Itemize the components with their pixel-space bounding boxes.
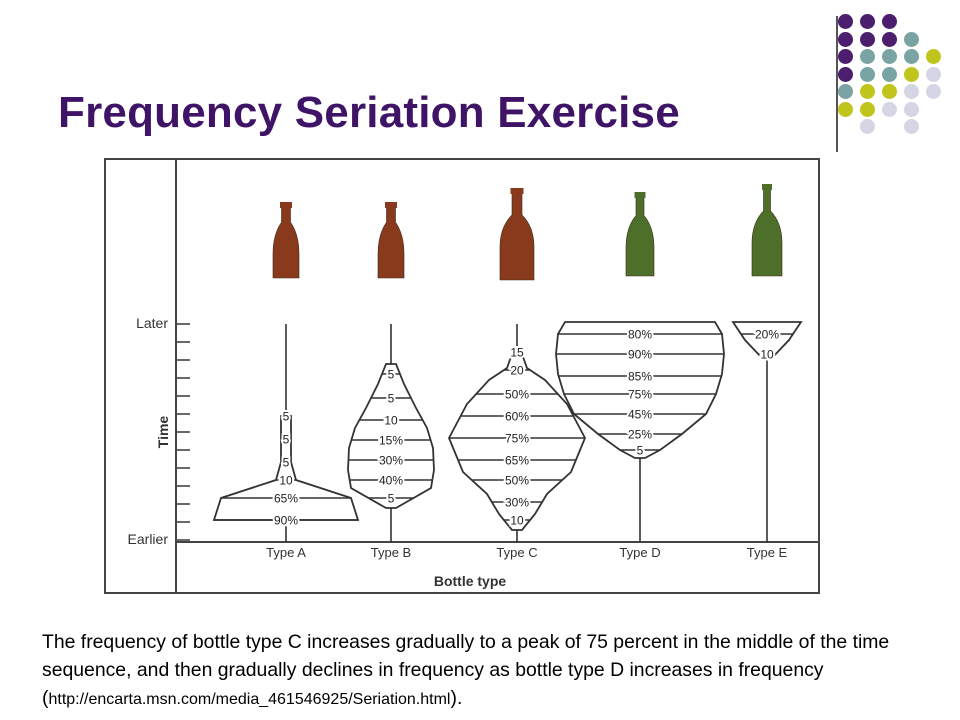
type-label-type-a: Type A: [266, 545, 306, 560]
frequency-shape-type-b: 5 5 10 15% 30% 40% 5: [347, 324, 435, 542]
decorative-dot: [860, 31, 875, 47]
frequency-band-label: 5: [283, 410, 290, 424]
decorative-dot: [904, 119, 919, 134]
frequency-band-label: 30%: [505, 496, 529, 510]
frequency-outline: [555, 321, 725, 459]
decorative-dot: [838, 101, 853, 117]
frequency-band-label: 15: [510, 346, 524, 360]
bottle-lip: [634, 192, 646, 198]
frequency-band-label: 5: [388, 492, 395, 506]
frequency-band-label: 15%: [379, 434, 403, 448]
decorative-dot: [926, 49, 941, 64]
decorative-dot: [882, 49, 897, 64]
bottle-type-e: [751, 187, 783, 277]
seriation-diagram: 5 5 5 10 65% 90% 5 5 10 15% 30% 40% 5 15 20 50% 60% 75% 65…: [104, 158, 820, 594]
decorative-dot: [838, 84, 853, 99]
decorative-dot: [904, 84, 919, 99]
earlier-label: Earlier: [128, 531, 169, 547]
decorative-dot: [882, 66, 897, 82]
decorative-dot: [838, 49, 853, 64]
frequency-outline: [731, 321, 803, 359]
decorative-dot: [904, 66, 919, 82]
bottle-illustrations: [272, 184, 783, 281]
frequency-band-label: 90%: [274, 514, 298, 528]
caption-tail: ).: [450, 687, 463, 709]
decorative-dot: [860, 49, 875, 64]
decorative-dot: [882, 31, 897, 47]
frequency-band-label: 10: [384, 414, 398, 428]
frequency-band-label: 5: [388, 392, 395, 406]
bottle-lip: [280, 202, 292, 208]
bottle-lip: [510, 188, 524, 194]
decorative-dot: [882, 14, 897, 29]
decorative-dot: [904, 49, 919, 64]
decorative-dot: [838, 31, 853, 47]
decorative-dot: [860, 101, 875, 117]
frequency-band-label: 65%: [505, 454, 529, 468]
frequency-band-label: 50%: [505, 388, 529, 402]
later-label: Later: [136, 315, 168, 331]
frequency-band-label: 45%: [628, 408, 652, 422]
frequency-band-label: 25%: [628, 428, 652, 442]
frequency-band-label: 85%: [628, 370, 652, 384]
decorative-dot: [860, 84, 875, 99]
frequency-band-label: 10: [279, 474, 293, 488]
frequency-band-label: 5: [388, 368, 395, 382]
decorative-dot: [904, 31, 919, 47]
frequency-shapes: 5 5 5 10 65% 90% 5 5 10 15% 30% 40% 5 15 20 50% 60% 75% 65…: [212, 321, 803, 542]
bottle-lip: [385, 202, 397, 208]
frequency-band-label: 65%: [274, 492, 298, 506]
frequency-band-label: 20%: [755, 328, 779, 342]
frequency-band-label: 5: [283, 456, 290, 470]
frequency-band-label: 5: [283, 433, 290, 447]
decorative-dot: [860, 119, 875, 134]
time-axis-title: Time: [155, 416, 171, 449]
type-label-type-d: Type D: [619, 545, 660, 560]
frequency-band-label: 75%: [628, 388, 652, 402]
bottle-type-d: [625, 195, 655, 277]
bottle-type-c: [499, 191, 535, 281]
frequency-band-label: 10: [510, 514, 524, 528]
frequency-shape-type-d: 80% 90% 85% 75% 45% 25% 5: [555, 321, 725, 542]
frequency-band-label: 80%: [628, 328, 652, 342]
decorative-dot: [882, 84, 897, 99]
frequency-band-label: 60%: [505, 410, 529, 424]
bottle-lip: [762, 184, 772, 190]
caption-text: The frequency of bottle type C increases…: [42, 631, 890, 709]
frequency-shape-type-e: 20%10: [731, 321, 803, 542]
decorative-dot-grid: [0, 0, 960, 160]
frequency-outline: [347, 363, 435, 509]
frequency-band-label: 40%: [379, 474, 403, 488]
title-divider: [836, 16, 838, 152]
bottle-type-a: [272, 205, 300, 279]
type-label-type-e: Type E: [747, 545, 788, 560]
slide-title: Frequency Seriation Exercise: [58, 88, 680, 137]
decorative-dot: [904, 101, 919, 117]
decorative-dot: [926, 66, 941, 82]
decorative-dot: [860, 66, 875, 82]
frequency-band-label: 10: [760, 348, 774, 362]
bottle-type-axis-title: Bottle type: [434, 573, 507, 589]
frequency-shape-type-c: 15 20 50% 60% 75% 65% 50% 30% 10: [448, 324, 586, 542]
frequency-outline: [448, 353, 586, 531]
type-label-type-b: Type B: [371, 545, 411, 560]
time-axis-ticks: [176, 323, 190, 541]
caption: The frequency of bottle type C increases…: [42, 628, 942, 714]
bottle-type-b: [377, 205, 405, 279]
frequency-band-label: 50%: [505, 474, 529, 488]
type-label-type-c: Type C: [496, 545, 537, 560]
caption-source-url: http://encarta.msn.com/media_461546925/S…: [48, 691, 451, 708]
type-labels: Type A Type B Type C Type D Type E: [266, 545, 787, 560]
decorative-dot: [838, 14, 853, 29]
decorative-dot: [882, 101, 897, 117]
decorative-dot: [926, 84, 941, 99]
decorative-dot: [838, 66, 853, 82]
frequency-shape-type-a: 5 5 5 10 65% 90%: [212, 324, 360, 542]
frequency-band-label: 75%: [505, 432, 529, 446]
frequency-band-label: 20: [510, 364, 524, 378]
decorative-dot: [860, 14, 875, 29]
frequency-band-label: 5: [637, 444, 644, 458]
frequency-band-label: 30%: [379, 454, 403, 468]
frequency-band-label: 90%: [628, 348, 652, 362]
